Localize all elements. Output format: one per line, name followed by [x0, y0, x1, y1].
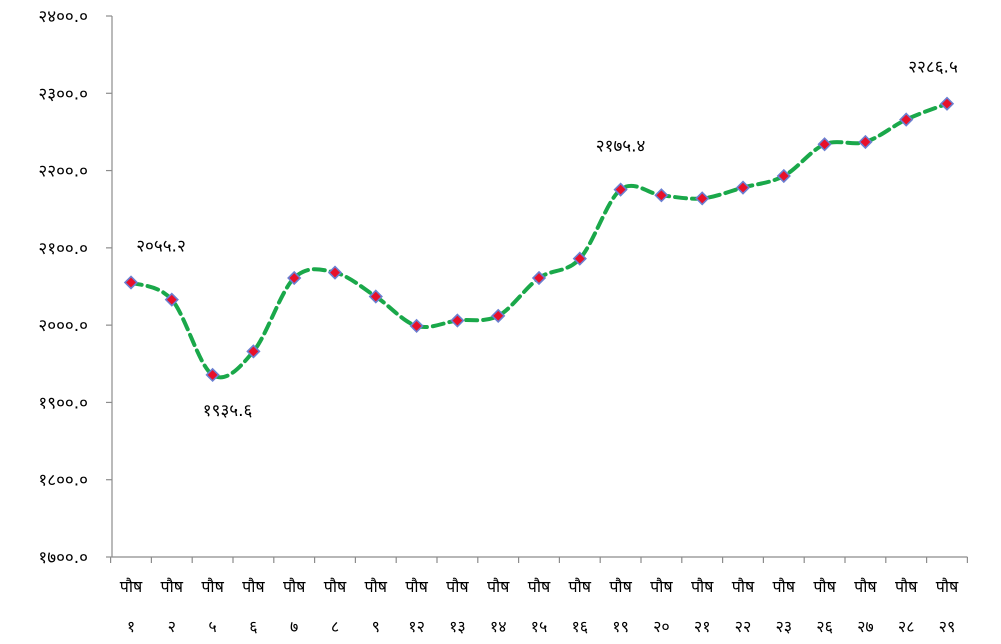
x-tick-label-line2: २३ [775, 617, 792, 636]
data-point-marker [164, 292, 179, 307]
x-tick-label-line2: १९ [612, 617, 629, 636]
data-point-marker [858, 134, 873, 150]
x-tick-label-line1: पौष [283, 577, 306, 596]
x-tick-label-line2: २७ [857, 617, 874, 636]
data-point-marker [450, 313, 465, 328]
x-tick-label-line2: १५ [531, 617, 548, 636]
data-point-marker [572, 251, 587, 266]
x-tick-label-line2: ७ [290, 617, 298, 636]
data-point-marker [531, 270, 547, 286]
x-tick-label-line1: पौष [813, 577, 836, 596]
y-tick-label: २१००.० [38, 239, 88, 259]
x-tick-label-line1: पौष [405, 577, 428, 596]
x-tick-label-line1: पौष [324, 577, 347, 596]
y-tick-label: २२००.० [38, 162, 88, 182]
x-tick-label-line2: २० [653, 617, 670, 636]
axes [111, 16, 968, 558]
data-point-marker [735, 180, 751, 195]
x-tick-label-line2: २ [168, 617, 176, 636]
data-point-marker [409, 318, 424, 334]
data-label: २०५५.२ [136, 236, 186, 256]
y-tick-label: १९००.० [38, 393, 88, 413]
x-tick-label-line2: २२ [735, 617, 752, 636]
x-tick-label-line2: ५ [208, 617, 216, 636]
data-point-marker [613, 182, 628, 197]
x-tick-label-line2: ६ [249, 617, 257, 636]
x-tick-label-line1: पौष [936, 577, 959, 596]
x-tick-label-line2: २९ [939, 617, 956, 636]
x-tick-label-line1: पौष [569, 577, 592, 596]
y-tick-label: २३००.० [38, 84, 88, 104]
x-tick-label-line2: १४ [490, 617, 507, 636]
data-point-marker [695, 191, 710, 206]
x-tick-label-line1: पौष [487, 577, 510, 596]
data-label: १९३५.६ [203, 401, 253, 421]
data-labels: २०५५.२ १९३५.६ २१७५.४ २२८६.५ [136, 58, 958, 421]
x-tick-label-line1: पौष [691, 577, 714, 596]
data-point-marker [123, 275, 139, 290]
y-tick-label: १८००.० [38, 471, 88, 491]
x-tick-label-line2: २६ [816, 617, 833, 636]
data-point-marker [654, 188, 669, 203]
data-point-marker [817, 137, 832, 152]
x-tick-label-line2: ८ [331, 617, 339, 636]
data-label: २१७५.४ [596, 137, 646, 157]
x-tick-label-line1: पौष [609, 577, 632, 596]
series-markers [123, 96, 955, 383]
x-tick-label-line1: पौष [650, 577, 673, 596]
y-axis-ticks: १७००.० १८००.० १९००.० २०००.० २१००.० २२००.० २३००… [38, 7, 112, 568]
x-tick-label-line1: पौष [201, 577, 224, 596]
data-point-marker [491, 308, 506, 323]
x-tick-label-line2: ९ [372, 617, 380, 636]
x-tick-label-line1: पौष [242, 577, 265, 596]
x-tick-label-line1: पौष [120, 577, 143, 596]
data-point-marker [205, 367, 220, 383]
x-tick-label-line1: पौष [732, 577, 755, 596]
x-tick-label-line1: पौष [528, 577, 551, 596]
x-tick-label-line2: १३ [449, 617, 466, 636]
data-point-marker [776, 168, 791, 184]
data-point-marker [287, 270, 302, 286]
x-tick-label-line2: २८ [898, 617, 915, 636]
y-tick-label: २०००.० [38, 316, 88, 336]
data-label: २२८६.५ [908, 58, 958, 78]
x-tick-label-line1: पौष [161, 577, 184, 596]
x-tick-label-line2: १२ [408, 617, 425, 636]
y-tick-label: २४००.० [38, 7, 88, 27]
x-tick-label-line1: पौष [365, 577, 388, 596]
x-tick-label-line2: १ [127, 617, 135, 636]
data-point-marker [368, 289, 383, 304]
x-tick-label-line2: १६ [571, 617, 588, 636]
x-tick-label-line1: पौष [773, 577, 796, 596]
x-axis-ticks: पौष १ पौष २ पौष ५ पौष ६ पौष ७ पौष ८ पौष ९ पौष १२ पौष १३ पौ… [109, 557, 969, 636]
data-point-marker [899, 112, 914, 127]
x-tick-label-line1: पौष [446, 577, 469, 596]
data-point-marker [939, 96, 955, 111]
x-tick-label-line2: २१ [694, 617, 711, 636]
data-point-marker [246, 344, 261, 359]
x-tick-label-line1: पौष [895, 577, 918, 596]
y-tick-label: १७००.० [38, 548, 88, 568]
data-point-marker [327, 265, 343, 280]
x-tick-label-line1: पौष [854, 577, 877, 596]
